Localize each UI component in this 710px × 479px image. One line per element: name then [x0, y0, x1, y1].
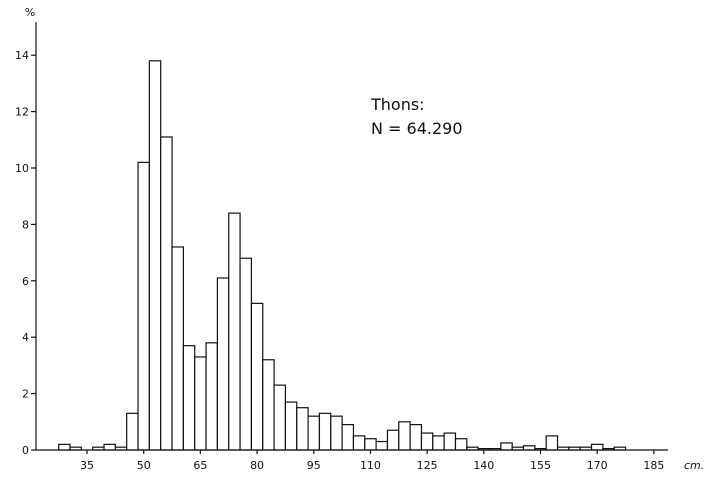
histogram-bar	[250, 302, 264, 451]
x-tick-label: 80	[250, 459, 264, 472]
x-axis-unit: cm.	[684, 459, 704, 472]
x-ticks-group: 35 50 65 80 95 110 125 140 155 170 185	[80, 450, 664, 472]
histogram-bar	[318, 412, 332, 451]
histogram-bar	[545, 435, 559, 451]
x-tick-label: 185	[643, 459, 664, 472]
annotation-title: Thons:	[370, 95, 425, 114]
histogram-bar	[409, 424, 423, 451]
histogram-bar	[228, 212, 241, 451]
y-tick-label: 2	[22, 388, 29, 401]
histogram-bar	[364, 438, 377, 451]
y-tick-label: 12	[15, 106, 29, 119]
x-tick-label: 140	[473, 459, 494, 472]
histogram-bar	[182, 345, 196, 451]
histogram-bar	[375, 440, 389, 451]
x-tick-label: 35	[80, 459, 94, 472]
histogram-bar	[420, 432, 434, 451]
histogram-bar	[454, 438, 468, 451]
y-tick-label: 14	[15, 49, 29, 62]
y-tick-label: 6	[22, 275, 29, 288]
x-tick-label: 50	[137, 459, 151, 472]
histogram-bar	[205, 342, 218, 451]
histogram-bar	[307, 415, 321, 451]
histogram-bar	[126, 412, 139, 451]
histogram-bar	[500, 442, 513, 451]
histogram-bar	[443, 432, 457, 451]
annotation-count: N = 64.290	[371, 119, 463, 138]
y-tick-label: 10	[15, 162, 29, 175]
y-ticks-group: 0 2 4 6 8 10 12 14	[15, 49, 36, 457]
histogram-bar	[330, 415, 343, 451]
histogram-bar	[103, 443, 116, 451]
histogram-bar	[58, 443, 71, 451]
histogram-bar	[216, 277, 230, 451]
y-tick-label: 8	[22, 218, 29, 231]
histogram-bar	[284, 401, 298, 451]
histogram-bar	[296, 407, 309, 451]
x-tick-label: 65	[193, 459, 207, 472]
histogram-bar	[262, 359, 275, 451]
x-tick-label: 110	[360, 459, 381, 472]
histogram-bar	[432, 435, 445, 451]
x-tick-label: 95	[307, 459, 321, 472]
histogram-bar	[341, 424, 355, 451]
x-tick-label: 170	[587, 459, 608, 472]
histogram-bar	[522, 445, 536, 451]
x-tick-label: 155	[530, 459, 551, 472]
histogram-bar	[160, 136, 173, 451]
histogram-bar	[239, 257, 253, 451]
histogram-bar	[352, 435, 366, 451]
histogram-bar	[194, 356, 207, 451]
histogram-bar	[148, 60, 162, 451]
y-tick-label: 0	[22, 444, 29, 457]
histogram-bar	[590, 443, 604, 451]
x-tick-label: 125	[417, 459, 438, 472]
y-tick-label: 4	[22, 331, 29, 344]
histogram-bar	[273, 384, 287, 451]
histogram-bar	[171, 246, 184, 451]
y-axis-label: %	[25, 6, 35, 19]
histogram-bar	[398, 421, 411, 451]
bars-group	[58, 60, 627, 451]
histogram-bar	[137, 161, 150, 451]
histogram-bar	[386, 429, 400, 451]
